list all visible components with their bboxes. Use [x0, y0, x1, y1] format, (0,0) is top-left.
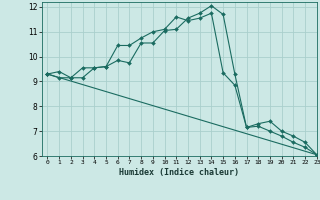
X-axis label: Humidex (Indice chaleur): Humidex (Indice chaleur)	[119, 168, 239, 177]
